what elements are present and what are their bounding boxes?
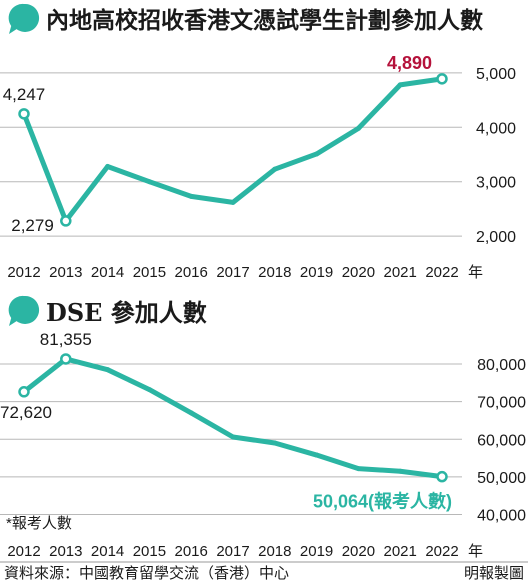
chart-2-series-line [21, 356, 445, 480]
x-tick-label: 2021 [384, 264, 417, 281]
source-note: 資料來源：中國教育留學交流（香港）中心 [4, 564, 289, 582]
data-point [146, 387, 152, 393]
y-tick-label: 4,000 [476, 120, 516, 137]
y-tick-label: 5,000 [476, 66, 516, 83]
x-tick-label: 2015 [133, 543, 166, 560]
x-tick-label: 2020 [342, 264, 375, 281]
data-point [314, 151, 320, 157]
data-point [355, 125, 361, 131]
data-point [355, 466, 361, 472]
speech-bubble-icon [8, 295, 40, 326]
x-tick-label: 2022 [425, 264, 458, 281]
chart-2-title-icon [8, 295, 40, 326]
y-tick-label: 70,000 [477, 395, 526, 412]
x-tick-label: 2018 [258, 543, 291, 560]
data-point [436, 470, 448, 483]
x-tick-label: 2012 [7, 543, 40, 560]
x-tick-label: 2019 [300, 264, 333, 281]
chart-2-title: DSE 參加人數 [46, 298, 207, 327]
credit-note: 明報製圖 [464, 565, 524, 582]
x-tick-label: 2014 [91, 543, 124, 560]
data-point [314, 452, 320, 458]
data-point [18, 108, 30, 120]
data-point [60, 353, 72, 365]
y-tick-label: 60,000 [477, 432, 526, 449]
data-point [230, 434, 236, 440]
chart-2: DSE 參加人數 40,00050,00060,00070,00080,000 … [0, 295, 526, 560]
chart-2-x-axis: 2012 2013 2014 2015 2016 2017 2018 2019 2020 2021… [7, 543, 483, 560]
x-tick-label: 2015 [133, 264, 166, 281]
x-tick-label: 2016 [175, 543, 208, 560]
data-point [436, 73, 448, 85]
data-point [397, 468, 403, 474]
x-tick-label: 2019 [300, 543, 333, 560]
x-tick-label: 2020 [342, 543, 375, 560]
y-tick-label: 3,000 [476, 175, 516, 192]
chart-2-footnote: *報考人數 [6, 515, 72, 532]
chart-2-points [18, 353, 448, 483]
y-tick-label: 80,000 [477, 357, 526, 374]
chart-1-x-axis: 2012 2013 2014 2015 2016 2017 2018 2019 2020 2021… [7, 264, 483, 281]
data-point [146, 179, 152, 185]
data-label: 81,355 [40, 330, 92, 349]
data-point [105, 163, 111, 169]
chart-2-gridlines [0, 363, 462, 515]
x-tick-label: 2013 [49, 543, 82, 560]
speech-bubble-icon [8, 3, 40, 35]
x-tick-label: 2016 [175, 264, 208, 281]
x-tick-label: 2022 [425, 543, 458, 560]
chart-1-gridlines [0, 72, 462, 237]
x-tick-label: 2013 [49, 264, 82, 281]
x-axis-unit: 年 [468, 264, 483, 281]
data-label: 50,064(報考人數) [313, 491, 452, 512]
x-tick-label: 2021 [384, 543, 417, 560]
chart-1: 內地高校招收香港文憑試學生計劃參加人數 2,000 3,000 4,000 5,000… [0, 3, 516, 281]
data-label: 4,247 [3, 85, 46, 104]
data-point [60, 215, 72, 227]
data-point [397, 82, 403, 88]
data-point [18, 386, 30, 398]
chart-1-points [18, 73, 448, 227]
data-point [272, 440, 278, 446]
data-label: 2,279 [11, 216, 54, 235]
data-point [105, 367, 111, 373]
data-label: 4,890 [387, 53, 432, 73]
x-tick-label: 2017 [216, 264, 249, 281]
y-tick-label: 50,000 [477, 470, 526, 487]
data-point [272, 166, 278, 172]
chart-1-series-line [21, 76, 445, 224]
chart-2-data-labels: 72,620 81,355 50,064(報考人數) [0, 330, 452, 512]
chart-1-y-axis: 2,000 3,000 4,000 5,000 [476, 66, 516, 246]
chart-2-y-axis: 40,000 50,000 60,000 70,000 80,000 [477, 357, 526, 524]
chart-1-title: 內地高校招收香港文憑試學生計劃參加人數 [46, 7, 483, 34]
x-axis-unit: 年 [468, 543, 483, 560]
chart-1-data-labels: 4,247 2,279 4,890 [3, 53, 432, 235]
x-tick-label: 2012 [7, 264, 40, 281]
x-tick-label: 2018 [258, 264, 291, 281]
data-point [188, 193, 194, 199]
data-point [188, 410, 194, 416]
chart-1-title-icon [8, 3, 40, 35]
y-tick-label: 40,000 [477, 507, 526, 524]
x-tick-label: 2014 [91, 264, 124, 281]
y-tick-label: 2,000 [476, 229, 516, 246]
data-point [230, 199, 236, 205]
x-tick-label: 2017 [216, 543, 249, 560]
data-label: 72,620 [0, 403, 52, 422]
